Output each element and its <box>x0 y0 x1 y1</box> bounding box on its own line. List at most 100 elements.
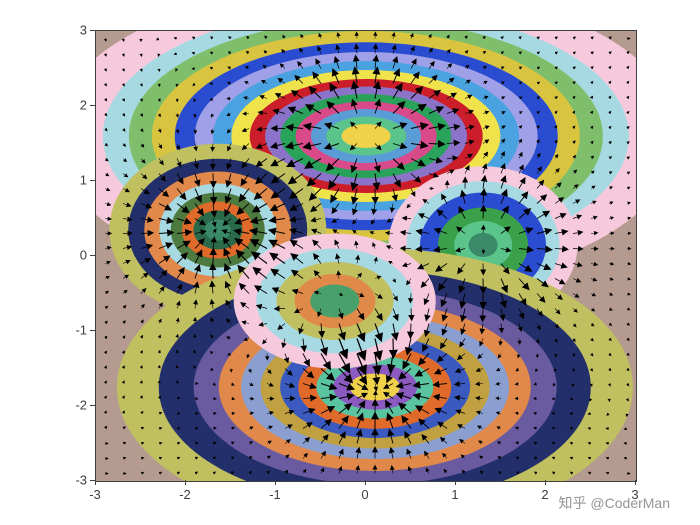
quiver-arrow <box>303 398 316 399</box>
quiver-arrow <box>241 174 249 186</box>
quiver-arrow <box>462 191 465 204</box>
quiver-arrow <box>159 84 160 87</box>
quiver-arrow <box>609 202 613 204</box>
quiver-arrow <box>211 114 213 118</box>
quiver-arrow <box>357 32 358 38</box>
quiver-arrow <box>573 249 583 250</box>
quiver-arrow <box>141 233 153 234</box>
quiver-arrow <box>159 457 162 458</box>
quiver-arrow <box>195 472 198 474</box>
quiver-arrow <box>429 159 442 162</box>
x-tick-label: -2 <box>179 487 191 502</box>
quiver-arrow <box>356 45 357 54</box>
quiver-arrow <box>555 309 560 314</box>
quiver-arrow <box>355 68 357 84</box>
quiver-arrow <box>375 384 377 391</box>
quiver-arrow <box>226 301 231 309</box>
quiver-arrow <box>627 202 630 203</box>
quiver-arrow <box>443 309 447 321</box>
quiver-arrow <box>570 443 573 444</box>
quiver-arrow <box>253 204 267 212</box>
quiver-arrow <box>353 230 357 233</box>
y-tick-label: 0 <box>65 248 87 263</box>
quiver-arrow <box>177 428 180 429</box>
quiver-arrow <box>411 125 427 129</box>
quiver-arrow <box>434 384 447 385</box>
quiver-arrow <box>537 181 544 189</box>
quiver-arrow <box>105 366 107 369</box>
quiver-arrow <box>537 167 541 174</box>
quiver-arrow <box>195 265 199 278</box>
quiver-arrow <box>465 166 469 174</box>
quiver-arrow <box>177 144 179 150</box>
quiver-arrow <box>627 157 630 159</box>
quiver-arrow <box>249 471 252 473</box>
quiver-arrow <box>606 458 609 459</box>
quiver-arrow <box>609 126 611 128</box>
quiver-arrow <box>555 198 563 204</box>
quiver-arrow <box>274 110 286 113</box>
quiver-arrow <box>447 64 452 69</box>
quiver-arrow <box>501 324 502 333</box>
quiver-arrow <box>483 112 489 114</box>
quiver-arrow <box>254 268 267 279</box>
quiver-arrow <box>483 66 486 68</box>
quiver-arrow <box>123 442 126 443</box>
quiver-arrow <box>141 472 144 473</box>
quiver-arrow <box>534 384 537 385</box>
quiver-arrow <box>262 80 267 83</box>
quiver-arrow <box>123 396 124 399</box>
quiver-arrow <box>483 96 488 98</box>
quiver-arrow <box>591 309 595 312</box>
quiver-arrow <box>498 457 501 459</box>
quiver-arrow <box>373 204 375 214</box>
quiver-arrow <box>240 189 249 202</box>
quiver-arrow <box>213 399 216 400</box>
quiver-arrow <box>609 233 614 234</box>
quiver-arrow <box>501 309 503 321</box>
quiver-arrow <box>609 156 612 158</box>
quiver-arrow <box>177 398 180 399</box>
quiver-arrow <box>285 411 294 413</box>
quiver-arrow <box>123 54 124 57</box>
quiver-arrow <box>321 397 336 399</box>
y-tick-mark <box>90 105 95 106</box>
quiver-arrow <box>351 122 357 128</box>
quiver-arrow <box>357 256 358 264</box>
quiver-arrow <box>303 438 309 444</box>
quiver-arrow <box>375 82 378 99</box>
quiver-arrow <box>465 126 474 128</box>
quiver-arrow <box>609 66 611 68</box>
quiver-arrow <box>458 354 465 360</box>
quiver-arrow <box>177 159 181 167</box>
quiver-arrow <box>236 219 249 224</box>
quiver-arrow <box>411 309 412 321</box>
quiver-arrow <box>259 324 267 326</box>
quiver-arrow <box>123 411 125 414</box>
quiver-arrow <box>310 87 321 98</box>
quiver-arrow <box>555 126 557 129</box>
quiver-arrow <box>370 232 375 234</box>
y-tick-label: 1 <box>65 173 87 188</box>
quiver-arrow <box>159 204 171 210</box>
quiver-arrow <box>438 354 447 362</box>
quiver-arrow <box>123 427 125 429</box>
quiver-arrow <box>591 141 593 143</box>
quiver-arrow <box>105 426 107 428</box>
quiver-arrow <box>393 70 399 84</box>
quiver-arrow <box>156 39 159 41</box>
quiver-arrow <box>321 369 334 380</box>
quiver-arrow <box>411 34 413 39</box>
quiver-arrow <box>194 366 195 369</box>
x-tick-mark <box>545 480 546 485</box>
quiver-arrow <box>283 35 285 38</box>
quiver-arrow <box>519 209 530 219</box>
quiver-arrow <box>228 67 231 69</box>
quiver-arrow <box>105 336 107 338</box>
quiver-arrow <box>609 52 611 54</box>
quiver-arrow <box>447 78 454 83</box>
quiver-arrow <box>411 174 420 183</box>
quiver-arrow <box>105 219 111 220</box>
quiver-arrow <box>555 231 567 233</box>
quiver-arrow <box>393 102 404 114</box>
